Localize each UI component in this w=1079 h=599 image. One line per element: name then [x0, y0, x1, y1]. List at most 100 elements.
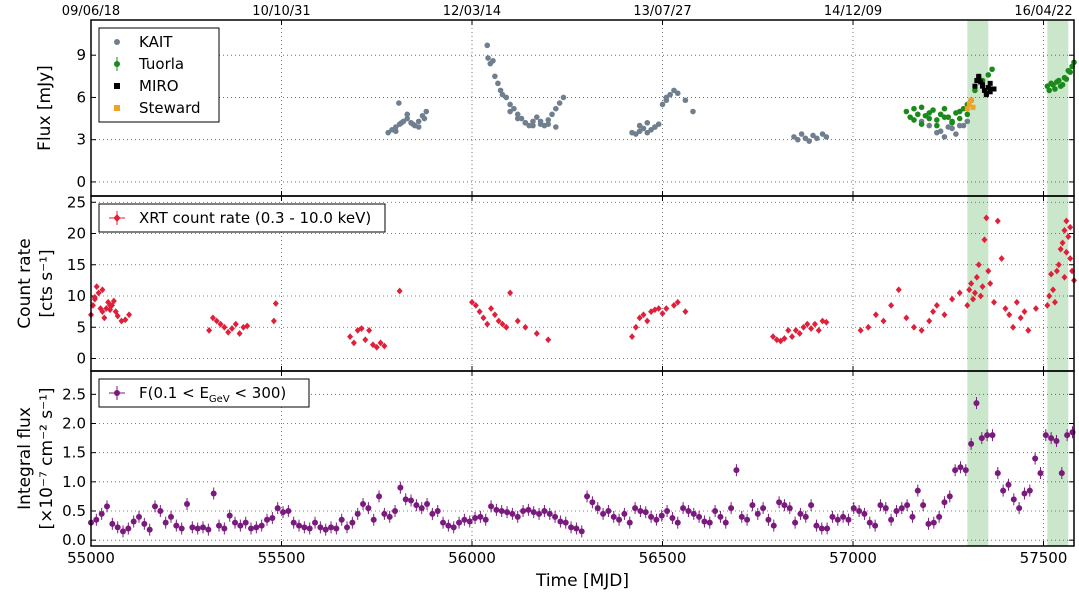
series-kait	[385, 42, 971, 144]
data-point	[216, 522, 223, 529]
data-point	[934, 117, 940, 123]
data-point	[983, 92, 989, 98]
data-point	[648, 308, 655, 316]
top-date-label: 09/06/18	[62, 4, 120, 19]
data-point	[978, 435, 985, 442]
data-point	[504, 509, 511, 516]
data-point	[802, 513, 809, 520]
data-point	[213, 317, 220, 325]
ytick-label-xrt: 0	[76, 350, 86, 368]
legend-marker	[114, 105, 120, 111]
data-point	[290, 519, 297, 526]
data-point	[685, 508, 692, 514]
data-point	[533, 114, 540, 120]
data-point	[424, 501, 431, 507]
data-point	[236, 330, 243, 337]
data-point	[738, 513, 745, 520]
data-point	[655, 305, 662, 312]
data-point	[264, 516, 271, 523]
data-point	[1052, 86, 1058, 92]
data-point	[682, 97, 689, 104]
data-point	[845, 516, 852, 523]
data-point	[978, 79, 984, 85]
data-point	[1063, 248, 1070, 256]
data-point	[497, 87, 504, 94]
data-point	[333, 525, 340, 532]
data-point	[914, 487, 921, 494]
data-point	[491, 311, 498, 319]
data-point	[274, 505, 281, 512]
legend-label: F(0.1 < EGeV < 300)	[139, 384, 286, 405]
data-point	[545, 121, 552, 127]
data-point	[1067, 255, 1074, 262]
data-point	[949, 119, 955, 126]
data-point	[301, 524, 308, 531]
data-point	[402, 496, 409, 503]
data-point	[815, 326, 822, 334]
data-point	[178, 525, 185, 532]
top-date-label: 12/03/14	[443, 4, 501, 19]
data-point	[366, 326, 373, 334]
data-point	[392, 508, 399, 514]
data-point	[918, 326, 925, 334]
data-point	[232, 519, 239, 526]
data-point	[872, 311, 879, 319]
data-point	[632, 505, 639, 512]
data-point	[507, 108, 513, 115]
ytick-label-xrt: 10	[67, 287, 86, 305]
data-point	[794, 136, 801, 143]
data-point	[553, 105, 559, 112]
data-point	[146, 526, 153, 533]
data-point	[629, 333, 636, 341]
x-axis-label: Time [MJD]	[535, 571, 629, 591]
legend-label: Tuorla	[138, 55, 184, 73]
data-point	[934, 122, 940, 129]
data-point	[205, 526, 212, 533]
legend-box-xrt	[98, 203, 386, 233]
data-point	[930, 107, 936, 113]
data-point	[376, 493, 383, 500]
data-point	[987, 280, 994, 287]
data-point	[484, 42, 491, 49]
data-point	[413, 502, 420, 509]
data-point	[537, 118, 544, 125]
data-point	[1048, 270, 1055, 278]
data-point	[658, 512, 665, 519]
data-point	[157, 508, 164, 514]
data-point	[904, 502, 911, 509]
shaded-interval-1	[1047, 20, 1069, 546]
data-point	[168, 513, 175, 520]
data-point	[477, 513, 484, 520]
data-point	[545, 117, 552, 123]
legend-marker	[114, 83, 120, 89]
data-point	[792, 519, 799, 526]
ytick-label-gamma: 0.5	[62, 502, 86, 520]
data-point	[968, 97, 974, 103]
data-point	[296, 522, 303, 529]
data-point	[776, 499, 783, 506]
data-point	[1002, 305, 1009, 312]
data-point	[1053, 438, 1060, 444]
data-point	[350, 339, 357, 347]
legend-box-gamma	[98, 378, 310, 408]
xtick-label: 55000	[67, 549, 115, 567]
data-point	[101, 314, 108, 322]
data-point	[957, 464, 964, 471]
data-point	[659, 101, 666, 108]
ylabel-gamma: Integral flux	[15, 407, 35, 510]
data-point	[909, 513, 916, 520]
data-point	[398, 119, 405, 126]
data-point	[221, 525, 228, 532]
data-point	[95, 289, 102, 297]
data-point	[823, 134, 830, 140]
data-point	[509, 510, 516, 517]
data-point	[1063, 217, 1070, 225]
data-point	[749, 502, 756, 509]
data-point	[354, 326, 361, 334]
top-date-label: 16/04/22	[1014, 4, 1072, 19]
data-point	[1057, 83, 1064, 89]
data-point	[507, 101, 513, 108]
data-point	[415, 118, 422, 125]
data-point	[952, 467, 959, 474]
